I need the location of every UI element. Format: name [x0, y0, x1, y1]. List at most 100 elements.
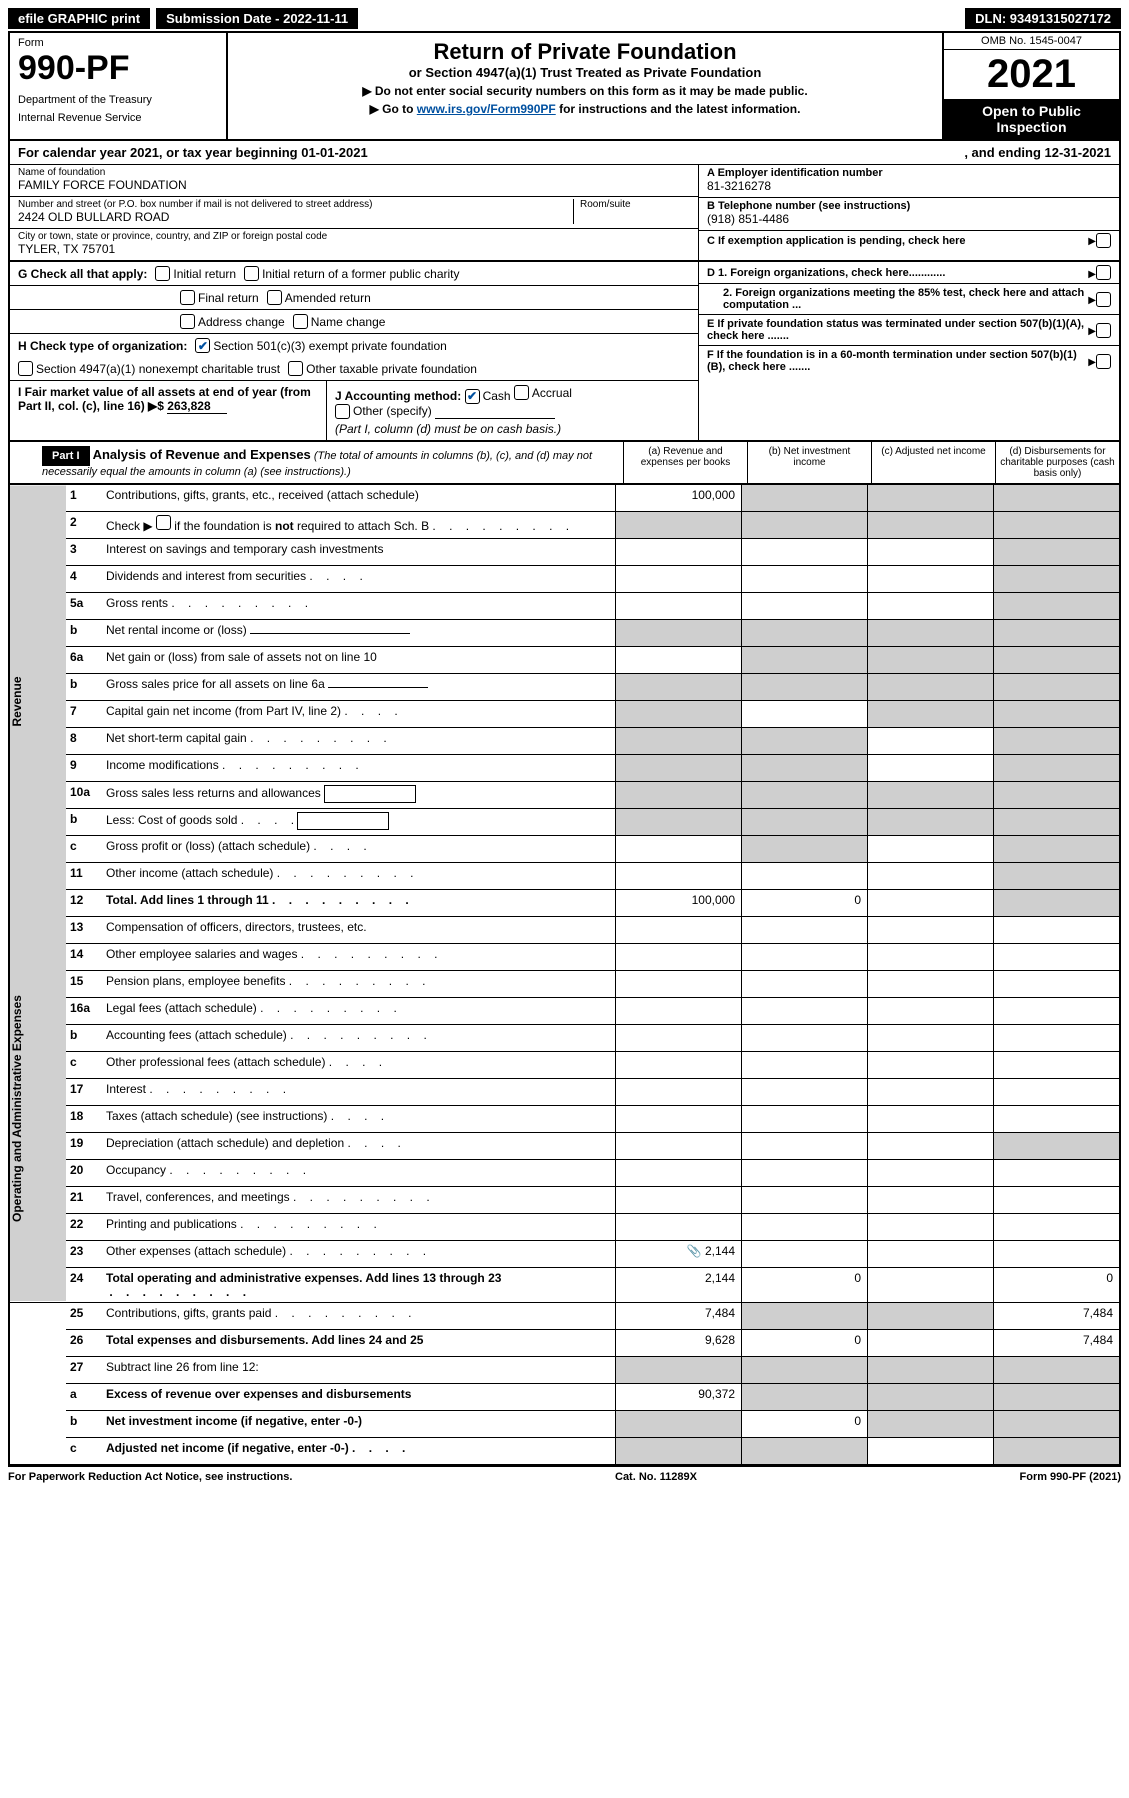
line-24-b: 0	[742, 1267, 868, 1302]
line-25-a: 7,484	[616, 1302, 742, 1329]
col-c-header: (c) Adjusted net income	[871, 442, 995, 483]
line-12-desc: Total. Add lines 1 through 11	[106, 893, 269, 907]
g-label: G Check all that apply:	[18, 267, 147, 281]
line-27b-b: 0	[742, 1410, 868, 1437]
j-cash-checkbox[interactable]: ✔	[465, 389, 480, 404]
h-label: H Check type of organization:	[18, 339, 187, 353]
table-row: Revenue 1Contributions, gifts, grants, e…	[10, 485, 1119, 512]
line-2-desc2: if the foundation is not required to att…	[171, 519, 429, 533]
h-501c3: Section 501(c)(3) exempt private foundat…	[213, 339, 446, 353]
line-8-desc: Net short-term capital gain	[106, 731, 247, 745]
phone-label: B Telephone number (see instructions)	[707, 200, 1111, 212]
efile-label: efile GRAPHIC print	[8, 8, 150, 29]
line-6a-desc: Net gain or (loss) from sale of assets n…	[102, 646, 616, 673]
d1-label: D 1. Foreign organizations, check here..…	[707, 267, 945, 279]
j-accrual-checkbox[interactable]	[514, 385, 529, 400]
g-initial-former-checkbox[interactable]	[244, 266, 259, 281]
line-27a-a: 90,372	[616, 1383, 742, 1410]
line-24-desc: Total operating and administrative expen…	[106, 1271, 501, 1285]
cal-year-end: , and ending 12-31-2021	[964, 145, 1111, 160]
attach-icon[interactable]: 📎	[687, 1244, 702, 1258]
i-value: 263,828	[167, 399, 227, 414]
dept-treasury: Department of the Treasury	[18, 94, 218, 106]
ssn-note: ▶ Do not enter social security numbers o…	[238, 84, 932, 98]
arrow-icon	[1085, 266, 1096, 280]
arrow-icon	[1085, 354, 1096, 368]
irs-link[interactable]: www.irs.gov/Form990PF	[417, 102, 556, 116]
form-label: Form	[18, 37, 218, 49]
line-13-desc: Compensation of officers, directors, tru…	[102, 916, 616, 943]
g-address-checkbox[interactable]	[180, 314, 195, 329]
g-amended-checkbox[interactable]	[267, 290, 282, 305]
i-label: I Fair market value of all assets at end…	[18, 385, 311, 413]
foundation-name: FAMILY FORCE FOUNDATION	[18, 178, 690, 192]
line-11-desc: Other income (attach schedule)	[106, 866, 273, 880]
submission-date: Submission Date - 2022-11-11	[156, 8, 358, 29]
line-17-desc: Interest	[106, 1082, 146, 1096]
line-10a-desc: Gross sales less returns and allowances	[106, 786, 321, 800]
arrow-icon	[1085, 235, 1096, 247]
e-checkbox[interactable]	[1096, 323, 1111, 338]
tax-year: 2021	[944, 50, 1119, 99]
col-d-header: (d) Disbursements for charitable purpose…	[995, 442, 1119, 483]
irs-label: Internal Revenue Service	[18, 112, 218, 124]
line-5a-desc: Gross rents	[106, 596, 168, 610]
f-checkbox[interactable]	[1096, 354, 1111, 369]
d1-checkbox[interactable]	[1096, 265, 1111, 280]
line-5b-desc: Net rental income or (loss)	[106, 623, 247, 637]
line-26-b: 0	[742, 1329, 868, 1356]
line-19-desc: Depreciation (attach schedule) and deple…	[106, 1136, 344, 1150]
goto-pre: ▶ Go to	[370, 102, 417, 116]
j-accrual: Accrual	[532, 386, 572, 400]
arrow-icon	[1085, 292, 1096, 306]
line-16c-desc: Other professional fees (attach schedule…	[106, 1055, 325, 1069]
expenses-side-label: Operating and Administrative Expenses	[10, 916, 66, 1302]
line-24-a: 2,144	[616, 1267, 742, 1302]
footer-right: Form 990-PF (2021)	[1020, 1471, 1121, 1483]
line-23-a: 2,144	[705, 1244, 735, 1258]
d2-label: 2. Foreign organizations meeting the 85%…	[723, 287, 1084, 311]
line-27a-desc: Excess of revenue over expenses and disb…	[102, 1383, 616, 1410]
part1-title: Analysis of Revenue and Expenses	[93, 447, 311, 462]
line-2-desc: Check ▶	[106, 519, 156, 533]
dln-label: DLN: 93491315027172	[965, 8, 1121, 29]
line-18-desc: Taxes (attach schedule) (see instruction…	[106, 1109, 327, 1123]
line-26-desc: Total expenses and disbursements. Add li…	[102, 1329, 616, 1356]
line-2-checkbox[interactable]	[156, 515, 171, 530]
h-501c3-checkbox[interactable]: ✔	[195, 338, 210, 353]
omb-number: OMB No. 1545-0047	[944, 33, 1119, 50]
g-name-checkbox[interactable]	[293, 314, 308, 329]
revenue-side-label: Revenue	[10, 485, 66, 917]
j-note: (Part I, column (d) must be on cash basi…	[335, 422, 690, 436]
c-checkbox[interactable]	[1096, 233, 1111, 248]
h-other-checkbox[interactable]	[288, 361, 303, 376]
arrow-icon	[1085, 323, 1096, 337]
part1-label: Part I	[42, 446, 90, 466]
footer-left: For Paperwork Reduction Act Notice, see …	[8, 1471, 292, 1483]
line-16b-desc: Accounting fees (attach schedule)	[106, 1028, 287, 1042]
city-label: City or town, state or province, country…	[18, 231, 690, 242]
h-4947: Section 4947(a)(1) nonexempt charitable …	[36, 362, 280, 376]
line-15-desc: Pension plans, employee benefits	[106, 974, 285, 988]
line-1-desc: Contributions, gifts, grants, etc., rece…	[102, 485, 616, 512]
g-initial-checkbox[interactable]	[155, 266, 170, 281]
line-22-desc: Printing and publications	[106, 1217, 237, 1231]
line-1-a: 100,000	[616, 485, 742, 512]
col-a-header: (a) Revenue and expenses per books	[623, 442, 747, 483]
h-4947-checkbox[interactable]	[18, 361, 33, 376]
line-9-desc: Income modifications	[106, 758, 219, 772]
footer-mid: Cat. No. 11289X	[615, 1471, 697, 1483]
h-other: Other taxable private foundation	[306, 362, 477, 376]
g-final-checkbox[interactable]	[180, 290, 195, 305]
form-title: Return of Private Foundation	[238, 39, 932, 65]
form-subtitle: or Section 4947(a)(1) Trust Treated as P…	[238, 65, 932, 80]
name-label: Name of foundation	[18, 167, 690, 178]
line-10c-desc: Gross profit or (loss) (attach schedule)	[106, 839, 310, 853]
g-address: Address change	[198, 315, 285, 329]
j-other-checkbox[interactable]	[335, 404, 350, 419]
line-7-desc: Capital gain net income (from Part IV, l…	[106, 704, 341, 718]
line-16a-desc: Legal fees (attach schedule)	[106, 1001, 257, 1015]
d2-checkbox[interactable]	[1096, 292, 1111, 307]
j-label: J Accounting method:	[335, 389, 461, 403]
form-number: 990-PF	[18, 49, 218, 88]
